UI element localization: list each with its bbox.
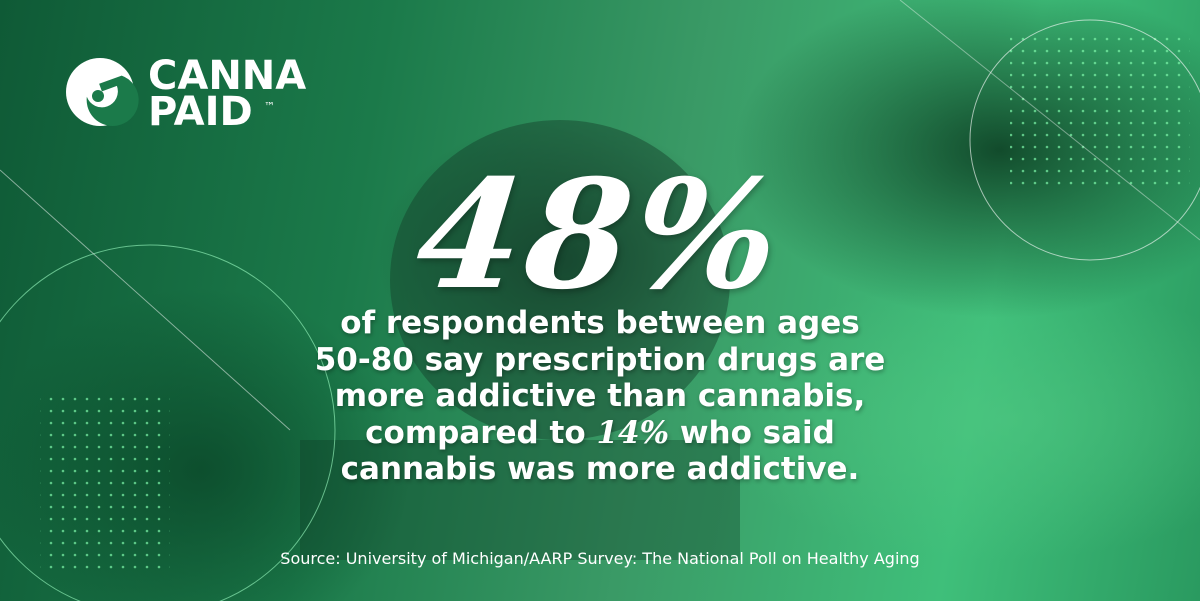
dot-grid [40, 395, 170, 575]
diagonal-line [0, 169, 291, 431]
body-segment: cannabis was more addictive. [340, 451, 860, 487]
body-segment: 50-80 say prescription drugs are [314, 341, 886, 378]
body-line: more addictive than cannabis, [0, 378, 1200, 415]
logo-icon [66, 58, 139, 126]
body-line: of respondents between ages [0, 305, 1200, 342]
body-segment: who said [669, 414, 835, 451]
body-line: compared to 14% who said [0, 415, 1200, 452]
body-line: cannabis was more addictive. [0, 451, 1200, 488]
dot-grid [1010, 30, 1190, 190]
body-text: of respondents between ages 50-80 say pre… [0, 305, 1200, 488]
logo-text: CANNA [148, 53, 307, 99]
diagonal-line [899, 0, 1200, 241]
logo-text: PAID [148, 89, 253, 135]
source-note: Source: University of Michigan/AARP Surv… [280, 549, 920, 568]
body-segment: of respondents between ages [340, 305, 860, 341]
body-segment: more addictive than cannabis, [334, 378, 866, 414]
bench-shadow [300, 440, 740, 560]
arc [0, 244, 336, 601]
arc [969, 19, 1200, 261]
figure-shadow [390, 120, 730, 440]
body-segment: compared to [365, 414, 597, 451]
body-line: 50-80 say prescription drugs are [0, 342, 1200, 379]
headline-stat: 48% [409, 147, 791, 323]
trademark: ™ [264, 100, 275, 113]
highlight-stat: 14% [596, 414, 670, 451]
